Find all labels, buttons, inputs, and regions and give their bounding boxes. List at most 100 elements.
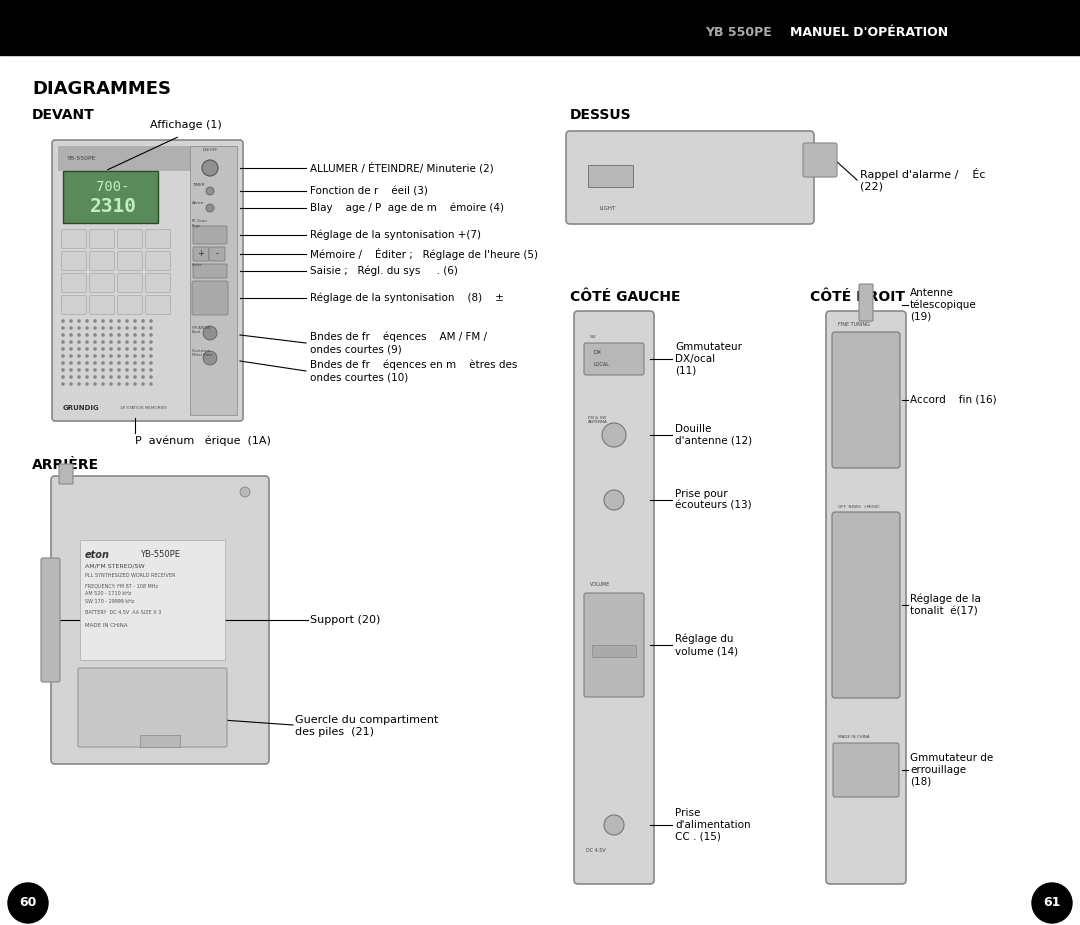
Circle shape — [109, 361, 112, 364]
Circle shape — [62, 382, 65, 386]
Circle shape — [69, 333, 72, 337]
Text: GRUNDIG: GRUNDIG — [63, 405, 99, 411]
FancyBboxPatch shape — [78, 668, 227, 747]
Circle shape — [93, 340, 97, 344]
Text: FREQUENCY: FM 87 - 108 MHz: FREQUENCY: FM 87 - 108 MHz — [85, 583, 158, 588]
Text: Réglage de la
tonalit  é(17): Réglage de la tonalit é(17) — [910, 594, 981, 616]
Circle shape — [77, 340, 81, 344]
Circle shape — [69, 376, 72, 379]
Circle shape — [109, 327, 112, 330]
Bar — [63, 171, 158, 223]
Circle shape — [69, 340, 72, 344]
Text: FINE TUNING: FINE TUNING — [838, 323, 869, 327]
Circle shape — [85, 340, 89, 344]
Text: 700-: 700- — [96, 180, 130, 194]
Circle shape — [93, 361, 97, 364]
Bar — [58, 146, 237, 171]
Circle shape — [149, 361, 152, 364]
Text: BATTERY  DC 4.5V  AA SIZE X 3: BATTERY DC 4.5V AA SIZE X 3 — [85, 610, 161, 615]
Text: FM & SW
ANTENNA: FM & SW ANTENNA — [588, 415, 608, 425]
Circle shape — [102, 354, 105, 358]
Circle shape — [102, 368, 105, 372]
Text: MADE IN CHINA: MADE IN CHINA — [85, 623, 127, 628]
Circle shape — [109, 319, 112, 323]
FancyBboxPatch shape — [573, 311, 654, 884]
Circle shape — [62, 333, 65, 337]
Circle shape — [141, 382, 145, 386]
Circle shape — [125, 376, 129, 379]
Circle shape — [141, 319, 145, 323]
Circle shape — [77, 376, 81, 379]
Circle shape — [62, 319, 65, 323]
Circle shape — [109, 340, 112, 344]
Text: DEVANT: DEVANT — [32, 108, 95, 122]
Circle shape — [69, 347, 72, 351]
Circle shape — [77, 361, 81, 364]
Circle shape — [109, 368, 112, 372]
FancyBboxPatch shape — [118, 295, 143, 314]
Circle shape — [118, 319, 121, 323]
FancyBboxPatch shape — [118, 274, 143, 292]
Circle shape — [62, 368, 65, 372]
FancyBboxPatch shape — [584, 593, 644, 697]
Circle shape — [133, 333, 137, 337]
Circle shape — [133, 354, 137, 358]
FancyBboxPatch shape — [90, 274, 114, 292]
Circle shape — [133, 368, 137, 372]
FancyBboxPatch shape — [118, 229, 143, 249]
Circle shape — [149, 347, 152, 351]
FancyBboxPatch shape — [859, 284, 873, 321]
FancyBboxPatch shape — [566, 131, 814, 224]
Text: Affichage (1): Affichage (1) — [150, 120, 221, 130]
Circle shape — [62, 327, 65, 330]
Circle shape — [77, 327, 81, 330]
FancyBboxPatch shape — [118, 252, 143, 270]
Circle shape — [141, 361, 145, 364]
Text: AM/FM STEREO/SW: AM/FM STEREO/SW — [85, 563, 145, 568]
Circle shape — [149, 340, 152, 344]
FancyBboxPatch shape — [146, 229, 171, 249]
Circle shape — [69, 361, 72, 364]
Circle shape — [118, 327, 121, 330]
Circle shape — [133, 376, 137, 379]
Circle shape — [102, 333, 105, 337]
Text: DN/OFF: DN/OFF — [202, 148, 218, 152]
Circle shape — [109, 333, 112, 337]
Text: YB 550PE: YB 550PE — [705, 27, 772, 40]
Text: SW 170 - 29999 kHz: SW 170 - 29999 kHz — [85, 599, 135, 604]
Text: CÔTÉ DROIT: CÔTÉ DROIT — [810, 290, 905, 304]
Circle shape — [85, 333, 89, 337]
Circle shape — [109, 347, 112, 351]
Bar — [190, 146, 237, 415]
Text: Accord    fin (16): Accord fin (16) — [910, 395, 997, 405]
Circle shape — [133, 340, 137, 344]
Circle shape — [85, 354, 89, 358]
Text: Mémoire /    Éditer ;   Réglage de l'heure (5): Mémoire / Éditer ; Réglage de l'heure (5… — [310, 248, 538, 260]
Circle shape — [141, 327, 145, 330]
Text: 18 STATION MEMORIES: 18 STATION MEMORIES — [120, 406, 167, 410]
Text: Réglage de la syntonisation +(7): Réglage de la syntonisation +(7) — [310, 229, 481, 241]
FancyBboxPatch shape — [193, 247, 210, 261]
Text: Gmmutateur de
errouillage
(18): Gmmutateur de errouillage (18) — [910, 753, 994, 786]
Circle shape — [85, 382, 89, 386]
FancyBboxPatch shape — [146, 274, 171, 292]
Circle shape — [149, 319, 152, 323]
Circle shape — [85, 327, 89, 330]
Circle shape — [118, 361, 121, 364]
Text: Blay    age / P  age de m    émoire (4): Blay age / P age de m émoire (4) — [310, 203, 504, 214]
Circle shape — [85, 361, 89, 364]
Circle shape — [125, 382, 129, 386]
FancyBboxPatch shape — [833, 743, 899, 797]
Circle shape — [125, 340, 129, 344]
Text: AM 520 - 1710 kHz: AM 520 - 1710 kHz — [85, 591, 132, 596]
Circle shape — [1032, 883, 1072, 923]
Text: Douille
d'antenne (12): Douille d'antenne (12) — [675, 425, 752, 446]
Circle shape — [141, 347, 145, 351]
Text: +: + — [198, 250, 204, 258]
FancyBboxPatch shape — [832, 332, 900, 468]
Circle shape — [118, 333, 121, 337]
Text: TIMER: TIMER — [192, 183, 204, 187]
Text: 61: 61 — [1043, 896, 1061, 909]
Text: Bndes de fr    éqences    AM / FM /
ondes courtes (9): Bndes de fr éqences AM / FM / ondes cour… — [310, 332, 487, 354]
Text: MANUEL D'OPÉRATION: MANUEL D'OPÉRATION — [789, 27, 948, 40]
